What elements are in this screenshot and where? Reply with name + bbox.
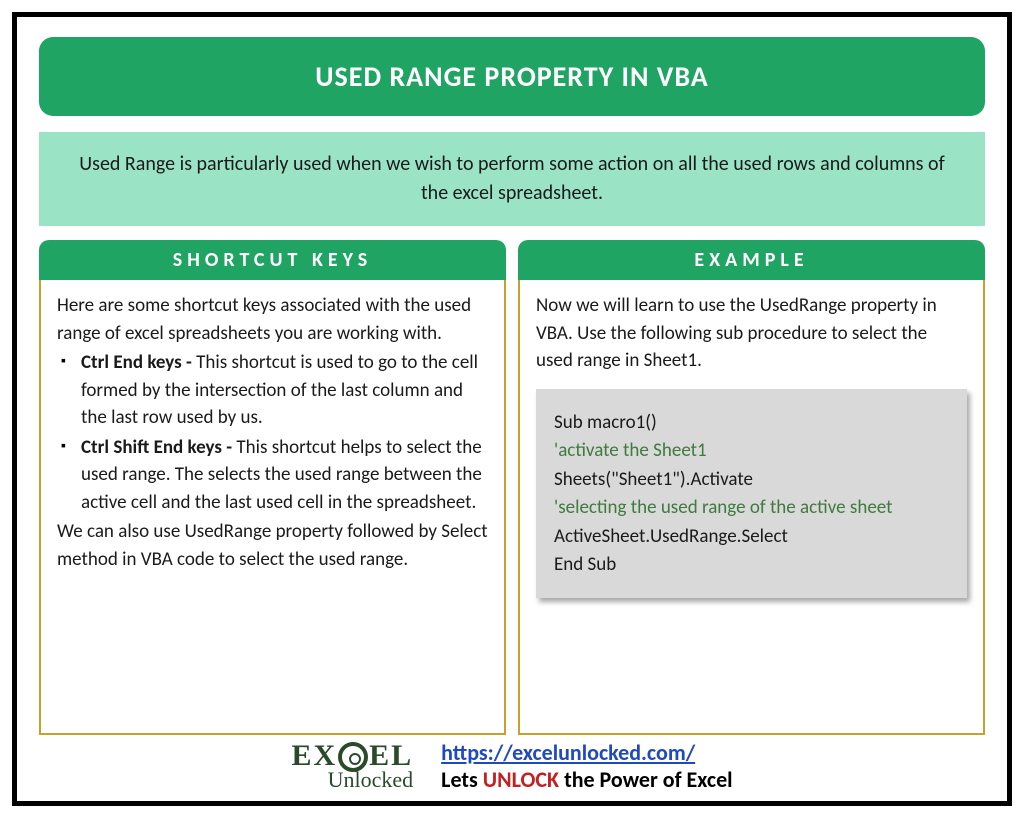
- infographic-frame: USED RANGE PROPERTY IN VBA Used Range is…: [12, 12, 1012, 806]
- list-item: Ctrl Shift End keys - This shortcut help…: [81, 434, 488, 517]
- shortcut-keys-body: Here are some shortcut keys associated w…: [39, 280, 506, 735]
- site-link[interactable]: https://excelunlocked.com/: [441, 739, 695, 766]
- code-line: ActiveSheet.UsedRange.Select: [554, 523, 949, 552]
- shortcut-name: Ctrl Shift End keys -: [81, 436, 236, 459]
- example-intro: Now we will learn to use the UsedRange p…: [536, 292, 967, 375]
- code-line: Sub macro1(): [554, 409, 949, 438]
- shortcut-list: Ctrl End keys - This shortcut is used to…: [57, 349, 488, 516]
- shortcut-outro: We can also use UsedRange property follo…: [57, 518, 488, 573]
- example-column: EXAMPLE Now we will learn to use the Use…: [518, 240, 985, 735]
- footer-text-block: https://excelunlocked.com/ Lets UNLOCK t…: [441, 739, 732, 793]
- subtitle: Used Range is particularly used when we …: [39, 132, 985, 226]
- footer: EX EL Unlocked https://excelunlocked.com…: [39, 735, 985, 793]
- tag-post: the Power of Excel: [559, 766, 732, 793]
- shortcut-name: Ctrl End keys -: [81, 351, 196, 374]
- tag-pre: Lets: [441, 766, 483, 793]
- code-line: Sheets("Sheet1").Activate: [554, 466, 949, 495]
- shortcut-keys-header: SHORTCUT KEYS: [39, 240, 506, 280]
- keyhole-icon: [338, 742, 368, 772]
- main-title: USED RANGE PROPERTY IN VBA: [39, 37, 985, 116]
- logo-subtext: Unlocked: [328, 770, 414, 791]
- excel-unlocked-logo: EX EL Unlocked: [291, 742, 413, 791]
- shortcut-keys-column: SHORTCUT KEYS Here are some shortcut key…: [39, 240, 506, 735]
- code-comment: 'activate the Sheet1: [554, 437, 949, 466]
- list-item: Ctrl End keys - This shortcut is used to…: [81, 349, 488, 432]
- content-columns: SHORTCUT KEYS Here are some shortcut key…: [39, 240, 985, 735]
- example-header: EXAMPLE: [518, 240, 985, 280]
- code-block: Sub macro1() 'activate the Sheet1 Sheets…: [536, 389, 967, 598]
- shortcut-intro: Here are some shortcut keys associated w…: [57, 292, 488, 347]
- example-body: Now we will learn to use the UsedRange p…: [518, 280, 985, 735]
- code-comment: 'selecting the used range of the active …: [554, 494, 949, 523]
- tag-highlight: UNLOCK: [483, 766, 559, 793]
- tagline: Lets UNLOCK the Power of Excel: [441, 766, 732, 793]
- code-line: End Sub: [554, 551, 949, 580]
